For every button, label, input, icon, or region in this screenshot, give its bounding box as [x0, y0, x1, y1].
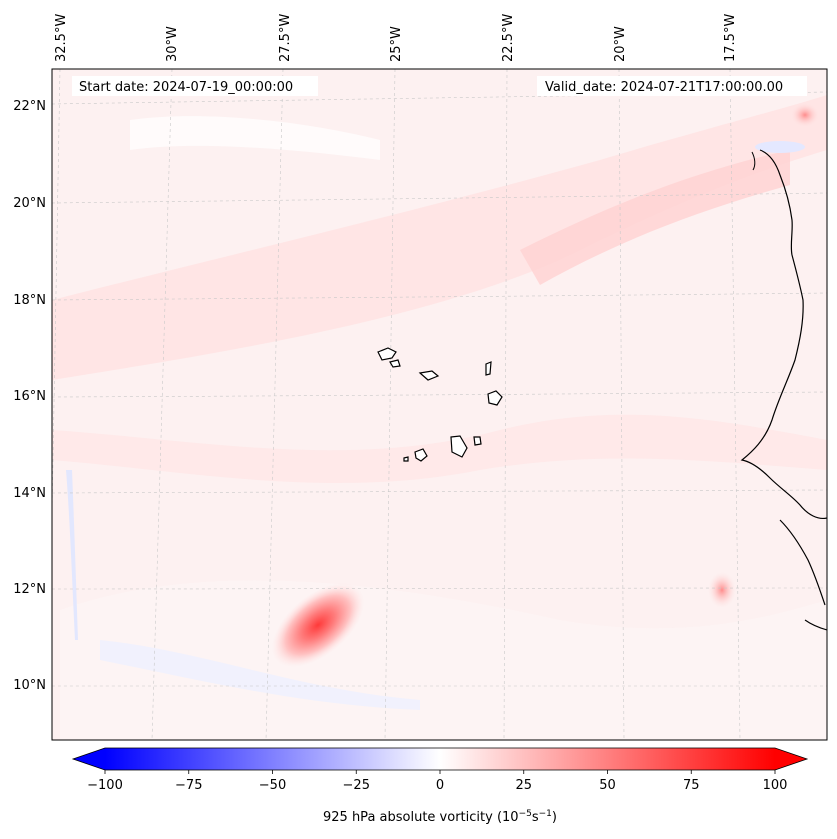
vorticity-band-north [52, 95, 827, 380]
negative-vorticity-west [66, 470, 78, 640]
lon-label-27-5w: 27.5°W [278, 14, 293, 62]
valid-date-box [537, 76, 807, 96]
lat-label-14n: 14°N [13, 486, 46, 501]
lon-label-30w: 30°W [165, 26, 180, 62]
negative-vorticity-streak [100, 640, 420, 710]
colorbar-tick-label: −25 [343, 778, 370, 793]
island-fogo [414, 448, 428, 462]
start-date-text: Start date: 2024-07-19_00:00:00 [79, 80, 293, 95]
vorticity-spot-northeast [791, 103, 819, 127]
vorticity-spot-coast [708, 572, 736, 608]
island-sao-vicente [389, 359, 401, 368]
map-panel [52, 69, 827, 740]
colorbar-extend-max [775, 748, 807, 770]
lon-label-25w: 25°W [389, 26, 404, 62]
island-brava [403, 456, 409, 462]
negative-vorticity-spot-northeast [755, 141, 805, 153]
island-maio [473, 436, 482, 446]
vorticity-band-east [520, 150, 790, 285]
island-santo-antao [377, 347, 397, 361]
colorbar-tick-label: 75 [683, 778, 700, 793]
colorbar-label: 925 hPa absolute vorticity (10−5s−1) [323, 809, 557, 825]
colorbar-extend-min [73, 748, 105, 770]
colorbar-tick-label: 25 [515, 778, 532, 793]
lat-label-22n: 22°N [13, 99, 46, 114]
island-boa-vista [487, 390, 503, 406]
valid-date-text: Valid_date: 2024-07-21T17:00:00.00 [545, 80, 783, 95]
island-sao-nicolau [418, 370, 440, 381]
colorbar-tick-label: 0 [436, 778, 444, 793]
colorbar-gradient [105, 748, 775, 770]
colorbar-tick-label: 100 [763, 778, 788, 793]
colorbar-ticks: −100 −75 −50 −25 0 25 50 75 100 [87, 770, 787, 793]
lat-label-20n: 20°N [13, 196, 46, 211]
lon-label-17-5w: 17.5°W [723, 14, 738, 62]
vorticity-maximum [271, 582, 365, 668]
colorbar-tick-label: 50 [599, 778, 616, 793]
vorticity-band-mid [52, 414, 827, 483]
cap-blanc-outline [751, 151, 756, 171]
colorbar: −100 −75 −50 −25 0 25 50 75 100 925 hPa absolute… [71, 747, 809, 825]
colorbar-tick-label: −50 [259, 778, 286, 793]
bijagos-coast [804, 619, 827, 631]
lat-label-18n: 18°N [13, 293, 46, 308]
vorticity-band-south [60, 580, 827, 740]
island-santiago [450, 435, 468, 458]
longitude-labels: 32.5°W 30°W 27.5°W 25°W 22.5°W 20°W 17.5… [54, 14, 738, 62]
colorbar-tick-label: −100 [87, 778, 123, 793]
african-coastline [740, 149, 827, 520]
guinea-bissau-coastline [779, 519, 826, 606]
island-sal [485, 361, 492, 376]
lat-label-12n: 12°N [13, 582, 46, 597]
cabo-verde-islands [377, 347, 503, 462]
lon-label-22-5w: 22.5°W [501, 14, 516, 62]
lat-label-10n: 10°N [13, 678, 46, 693]
low-vorticity-patch-north [130, 116, 380, 160]
lon-label-32-5w: 32.5°W [54, 14, 69, 62]
colorbar-tick-label: −75 [175, 778, 202, 793]
map-frame [51, 68, 828, 741]
latitude-labels: 22°N 20°N 18°N 16°N 14°N 12°N 10°N [13, 99, 46, 693]
lat-label-16n: 16°N [13, 389, 46, 404]
lon-label-20w: 20°W [613, 26, 628, 62]
start-date-box [72, 76, 318, 96]
